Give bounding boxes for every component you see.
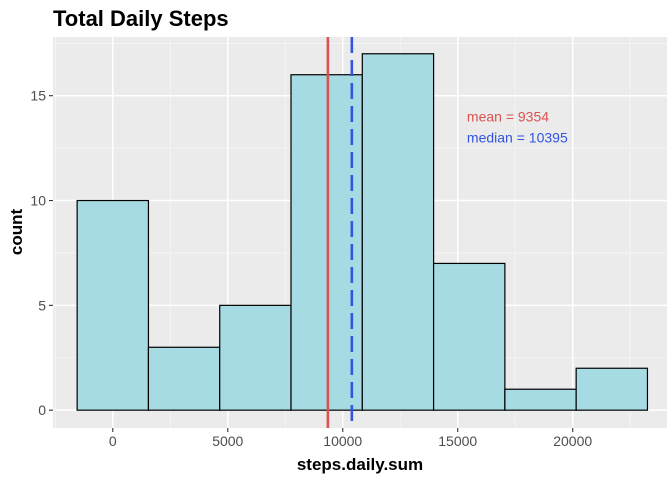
histogram-bar [76, 199, 150, 411]
x-tick-label: 10000 [323, 433, 362, 449]
x-axis-title: steps.daily.sum [297, 455, 423, 474]
mean-annotation: mean = 9354 [467, 109, 549, 125]
histogram-bar [504, 388, 577, 411]
median-annotation: median = 10395 [467, 130, 568, 146]
histogram-bar [219, 304, 292, 411]
x-tick-label: 0 [109, 433, 117, 449]
chart-title: Total Daily Steps [53, 6, 229, 31]
x-tick-label: 20000 [553, 433, 592, 449]
y-axis: 0 5 10 15 [30, 88, 53, 418]
histogram-bar [432, 262, 506, 411]
y-tick-label: 0 [38, 402, 46, 418]
histogram-bar [147, 346, 221, 411]
y-tick-label: 5 [38, 297, 46, 313]
x-axis: 0 5000 10000 15000 20000 [109, 428, 592, 449]
y-tick-label: 15 [30, 88, 46, 104]
x-tick-label: 15000 [438, 433, 477, 449]
histogram-bar [575, 367, 649, 411]
histogram-bar [361, 53, 435, 411]
annotations: mean = 9354 median = 10395 [467, 109, 568, 146]
reference-lines [326, 37, 354, 428]
x-tick-label: 5000 [212, 433, 243, 449]
y-tick-label: 10 [30, 193, 46, 209]
y-axis-title: count [7, 209, 26, 256]
